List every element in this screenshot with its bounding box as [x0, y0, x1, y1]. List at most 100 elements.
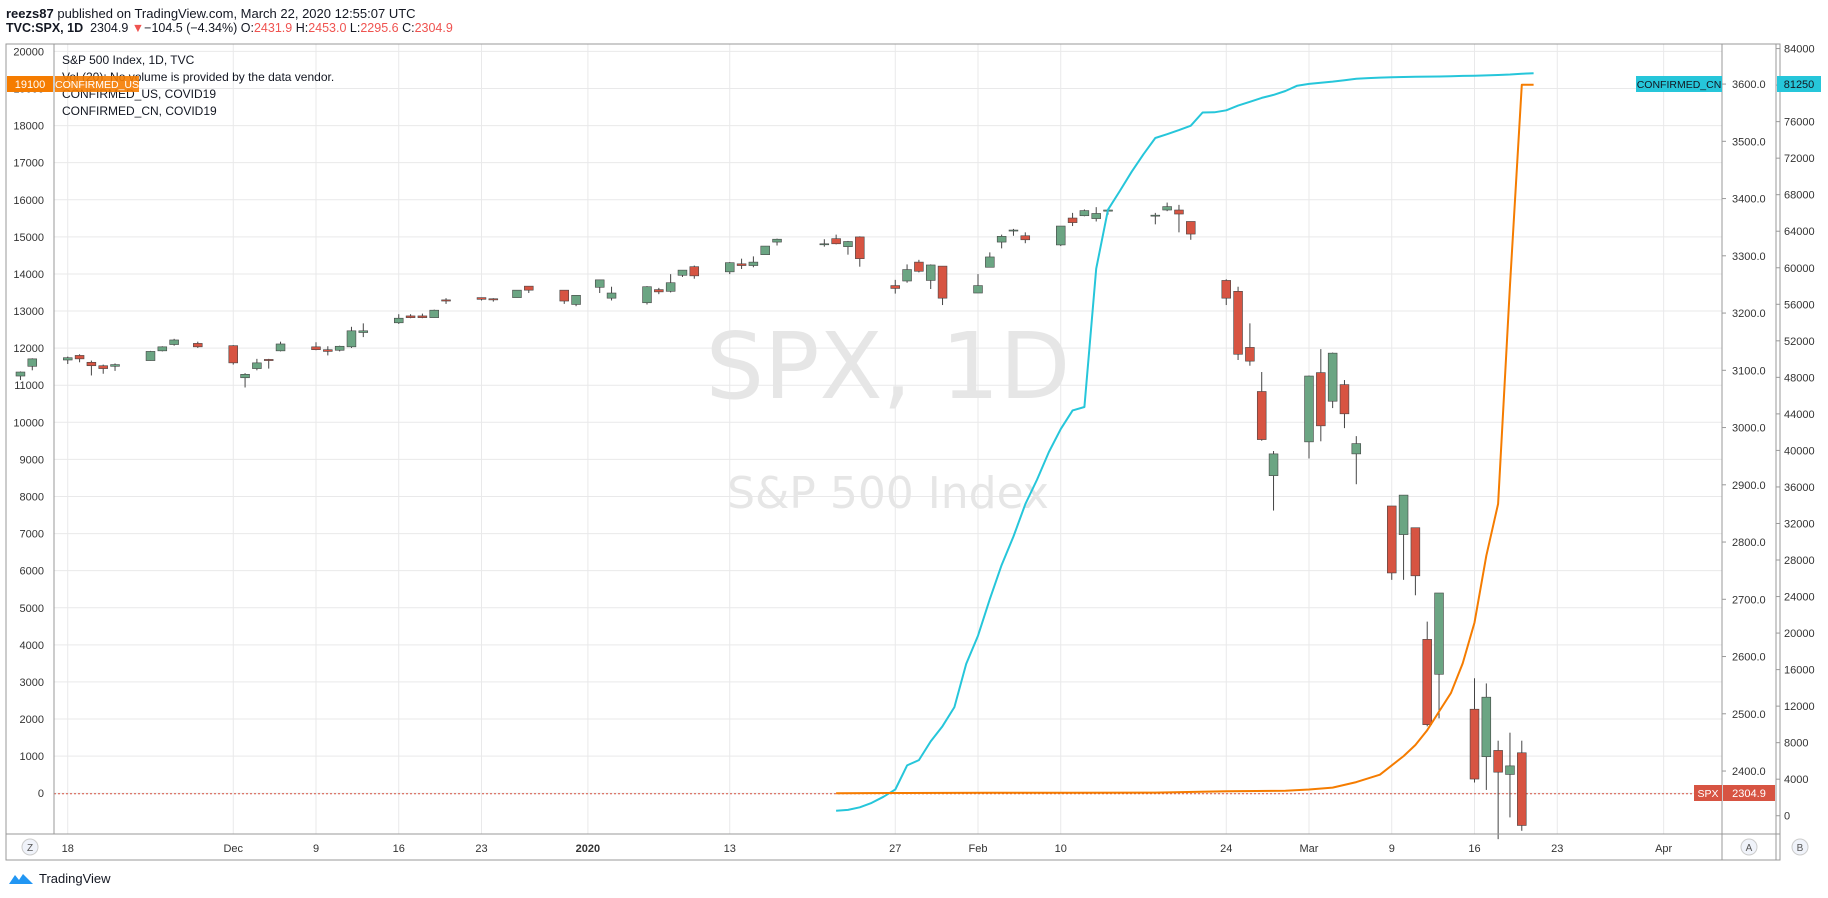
candle	[193, 341, 203, 348]
publisher-username[interactable]: reezs87	[6, 6, 54, 21]
time-axis-tick: 23	[1551, 843, 1563, 855]
spx-value-badge: 2304.9	[1723, 785, 1775, 801]
candle	[346, 326, 357, 348]
left-axis-tick: 10000	[13, 417, 44, 429]
candle	[1339, 380, 1350, 429]
mid-axis-tick: 2500.0	[1732, 709, 1766, 721]
candle	[405, 314, 416, 319]
last-price: 2304.9	[90, 21, 129, 35]
us-badge-name: CONFIRMED_US	[55, 79, 139, 91]
candle	[1493, 740, 1503, 840]
auto-scale-button[interactable]: A	[1740, 838, 1758, 856]
candle	[275, 341, 286, 352]
candle	[748, 256, 759, 268]
time-axis-tick: Apr	[1655, 843, 1672, 855]
candle	[559, 289, 569, 304]
time-axis-tick: 2020	[576, 843, 600, 855]
watermark-name: S&P 500 Index	[727, 468, 1049, 519]
candle	[1150, 212, 1161, 225]
candle	[1351, 436, 1362, 485]
left-axis-tick: 8000	[20, 491, 44, 503]
cn-badge-value: 81250	[1784, 79, 1815, 91]
candle	[1505, 732, 1515, 818]
price-change: −104.5 (−4.34%)	[144, 21, 238, 35]
time-axis-tick: 10	[1055, 843, 1067, 855]
candle	[1316, 349, 1326, 442]
candle	[1327, 352, 1338, 409]
left-axis-tick: 5000	[20, 603, 44, 615]
candle	[145, 350, 156, 361]
candle	[1245, 323, 1255, 366]
candle	[1304, 375, 1314, 459]
open-value: 2431.9	[253, 21, 293, 35]
candlestick-series	[15, 202, 1527, 840]
left-axis-tick: 7000	[20, 529, 44, 541]
zoom-button[interactable]: Z	[21, 838, 39, 856]
publish-date: published on TradingView.com, March 22, …	[57, 6, 416, 21]
mid-axis-tick: 2600.0	[1732, 652, 1766, 664]
candle	[1079, 209, 1090, 217]
mid-axis-tick: 2700.0	[1732, 594, 1766, 606]
left-axis-tick: 18000	[13, 121, 44, 133]
time-axis-tick: 18	[62, 843, 74, 855]
spx-name-badge: SPX	[1694, 785, 1722, 801]
right-axis-tick: 28000	[1784, 555, 1815, 567]
right-axis-tick: 72000	[1784, 153, 1815, 165]
left-axis-tick: 4000	[20, 640, 44, 652]
candle	[890, 279, 900, 294]
time-axis-tick: 24	[1220, 843, 1232, 855]
candle	[772, 238, 782, 246]
mid-axis-tick: 3300.0	[1732, 251, 1766, 263]
mid-axis-tick: 3600.0	[1732, 79, 1766, 91]
candle	[689, 265, 700, 279]
left-axis-tick: 20000	[13, 46, 44, 58]
candle	[843, 240, 853, 255]
brand-name: TradingView	[39, 871, 111, 886]
left-axis-tick: 0	[38, 788, 44, 800]
confirmed-cn-line	[836, 72, 1534, 812]
axes-labels: 0100020003000400050006000700080009000100…	[13, 44, 1814, 855]
candle	[677, 269, 688, 277]
candle	[476, 297, 487, 301]
candle	[1268, 451, 1279, 511]
time-axis-tick: 9	[313, 843, 319, 855]
right-axis-tick: 48000	[1784, 372, 1815, 384]
candle	[1398, 494, 1409, 580]
mid-axis-tick: 3400.0	[1732, 194, 1766, 206]
spx-badge-value: 2304.9	[1732, 788, 1766, 800]
close-value: 2304.9	[414, 21, 453, 35]
left-axis-tick: 15000	[13, 232, 44, 244]
right-axis-tick: 24000	[1784, 592, 1815, 604]
scale-b-label: B	[1797, 843, 1804, 854]
candle	[819, 239, 830, 247]
candle	[394, 314, 404, 324]
scale-b-button[interactable]: B	[1791, 838, 1809, 856]
candle	[512, 289, 522, 298]
left-axis-tick: 17000	[13, 158, 44, 170]
cn-value-badge: 81250	[1777, 76, 1821, 92]
time-axis-tick: Dec	[223, 843, 243, 855]
right-axis-tick: 4000	[1784, 774, 1808, 786]
candle	[1410, 527, 1421, 596]
candle	[914, 259, 924, 273]
candle	[74, 354, 85, 363]
candle	[524, 285, 534, 294]
candle	[1517, 740, 1527, 831]
left-axis-tick: 11000	[14, 380, 44, 392]
time-axis-tick: Feb	[969, 843, 988, 855]
candle	[1256, 372, 1267, 441]
mid-axis-tick: 3500.0	[1732, 136, 1766, 148]
watermark-symbol: SPX, 1D	[706, 313, 1071, 420]
candle	[240, 373, 250, 388]
low-label: L:	[349, 21, 361, 35]
time-axis-tick: 16	[393, 843, 405, 855]
publish-info: reezs87 published on TradingView.com, Ma…	[6, 6, 416, 21]
high-value: 2453.0	[308, 21, 347, 35]
low-value: 2295.6	[360, 21, 399, 35]
legend-confirmed-cn: CONFIRMED_CN, COVID19	[62, 104, 217, 118]
us-value-badge: 19100	[7, 76, 53, 92]
candle	[441, 298, 451, 304]
brand-footer[interactable]: TradingView	[8, 871, 111, 886]
candle	[358, 323, 369, 338]
